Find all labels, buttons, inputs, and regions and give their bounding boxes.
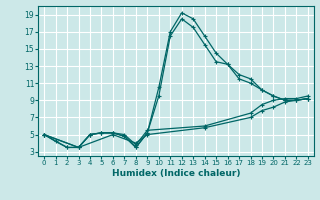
X-axis label: Humidex (Indice chaleur): Humidex (Indice chaleur) <box>112 169 240 178</box>
